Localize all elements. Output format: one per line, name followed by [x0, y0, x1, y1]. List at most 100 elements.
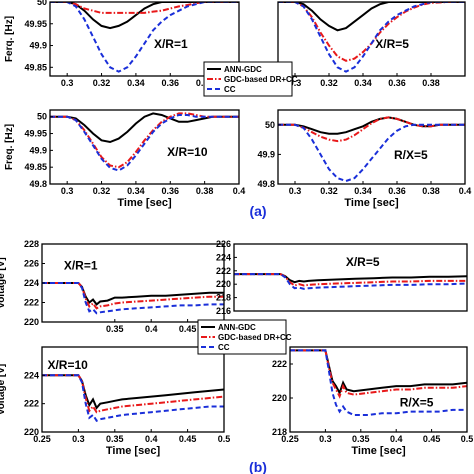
panel-annotation: X/R=1	[64, 259, 98, 273]
y-tick-label: 218	[216, 293, 231, 303]
y-tick-label: 49.9	[257, 149, 275, 159]
x-tick-label: 0.3	[61, 186, 74, 196]
plot-frame	[289, 346, 468, 433]
y-axis-label: Voltage [V]	[0, 364, 7, 415]
chart-panel-b2: 216 218 220 222 224 226 X/R=5	[216, 239, 468, 316]
chart-panel-b4: 0.25 0.3 0.35 0.4 0.45 0.5 218 220 222 Time [sec]…	[272, 346, 474, 457]
series-line-ann-gdc	[234, 273, 467, 284]
x-tick-label: 0.35	[106, 324, 124, 334]
legend-label: GDC-based DR+CC	[224, 75, 298, 84]
chart-panel-a3: 0.3 0.32 0.34 0.36 0.38 0.4 49.8 49.85 49.9 49.95…	[4, 109, 246, 209]
y-tick-label: 49.95	[24, 129, 47, 139]
y-tick-label: 49.8	[29, 179, 47, 189]
y-tick-label: 49.95	[24, 19, 47, 29]
x-tick-label: 0.4	[233, 186, 246, 196]
y-axis-label: Ferq. [Hz]	[4, 16, 15, 62]
x-tick-label: 0.4	[459, 186, 472, 196]
plot-frame	[41, 346, 225, 433]
y-tick-label: 228	[24, 239, 39, 249]
y-tick-label: 49.9	[29, 145, 47, 155]
plot-frame	[49, 109, 240, 185]
y-tick-label: 49.85	[24, 162, 47, 172]
x-axis-label: Time [sec]	[344, 197, 399, 209]
series-line-ann-gdc	[50, 112, 239, 144]
legend-label: CC	[224, 85, 236, 94]
x-axis-label: Time [sec]	[351, 445, 406, 457]
series-line-cc	[42, 374, 224, 422]
series-line-ann-gdc	[290, 349, 467, 396]
panel-annotation: X/R=5	[346, 255, 380, 269]
chart-panel-b3: 0.25 0.3 0.35 0.4 0.45 0.5 220 222 224 Voltage [V…	[0, 346, 231, 457]
series-line-cc	[234, 273, 467, 290]
x-tick-label: 0.36	[388, 78, 406, 88]
x-tick-label: 0.38	[196, 186, 214, 196]
y-tick-label: 49.9	[29, 41, 47, 51]
y-tick-label: 216	[216, 306, 231, 316]
series-line-gdc-based-dr-cc	[290, 349, 467, 399]
x-tick-label: 0.32	[320, 78, 338, 88]
x-tick-label: 0.34	[127, 186, 145, 196]
x-tick-label: 0.45	[179, 434, 197, 444]
x-tick-label: 0.32	[93, 78, 111, 88]
x-axis-label: Time [sec]	[117, 197, 172, 209]
x-tick-label: 0.3	[319, 434, 332, 444]
y-tick-label: 226	[24, 259, 39, 269]
panel-annotation: X/R=5	[375, 37, 409, 51]
y-tick-label: 222	[24, 298, 39, 308]
x-tick-label: 0.4	[145, 434, 158, 444]
series-line-gdc-based-dr-cc	[278, 2, 465, 62]
x-tick-label: 0.25	[281, 434, 299, 444]
y-tick-label: 49.8	[257, 179, 275, 189]
x-axis-label: Time [sec]	[106, 445, 161, 457]
plot-frame	[49, 1, 240, 77]
chart-panel-a4: 0.3 0.32 0.34 0.36 0.38 0.4 49.8 49.9 50 Time [se…	[257, 109, 472, 209]
x-tick-label: 0.38	[422, 186, 440, 196]
plot-frame	[277, 1, 466, 77]
x-tick-label: 0.34	[354, 186, 372, 196]
series-line-ann-gdc	[278, 116, 465, 135]
series-line-ann-gdc	[42, 282, 224, 306]
chart-panel-b1: 0.35 0.4 0.45 220 222 224 226 228 Voltage [V] X/R…	[0, 239, 225, 334]
series-line-cc	[42, 282, 224, 315]
series-line-cc	[290, 349, 467, 416]
series-line-ann-gdc	[278, 2, 465, 32]
series-line-gdc-based-dr-cc	[234, 273, 467, 287]
series-line-gdc-based-dr-cc	[42, 374, 224, 414]
x-tick-label: 0.3	[61, 78, 74, 88]
x-tick-label: 0.5	[218, 434, 231, 444]
x-tick-label: 0.34	[127, 78, 145, 88]
y-tick-label: 222	[272, 359, 287, 369]
x-tick-label: 0.4	[390, 434, 403, 444]
panel-annotation: X/R=1	[154, 37, 188, 51]
y-tick-label: 50	[37, 0, 47, 7]
y-tick-label: 226	[216, 239, 231, 249]
y-axis-label: Voltage [V]	[0, 257, 7, 308]
y-tick-label: 220	[216, 279, 231, 289]
y-tick-label: 222	[216, 266, 231, 276]
y-tick-label: 222	[24, 399, 39, 409]
panel-annotation: R/X=5	[394, 148, 428, 162]
y-tick-label: 220	[24, 317, 39, 327]
legend-label: ANN-GDC	[218, 323, 256, 332]
chart-panel-a2: 0.3 0.32 0.34 0.36 0.38 X/R=5	[277, 1, 466, 88]
x-tick-label: 0.35	[106, 434, 124, 444]
x-tick-label: 0.36	[162, 186, 180, 196]
y-tick-label: 49.85	[24, 62, 47, 72]
y-tick-label: 218	[272, 427, 287, 437]
series-line-cc	[278, 123, 465, 183]
y-tick-label: 220	[272, 393, 287, 403]
y-tick-label: 224	[216, 252, 231, 262]
panel-annotation: X/R=10	[167, 145, 208, 159]
x-tick-label: 0.5	[461, 434, 474, 444]
legend-label: GDC-based DR+CC	[218, 333, 292, 342]
x-tick-label: 0.3	[289, 78, 302, 88]
x-tick-label: 0.36	[162, 78, 180, 88]
figure-label-a: (a)	[249, 203, 266, 219]
plot-frame	[233, 243, 468, 312]
legend-label: ANN-GDC	[224, 65, 262, 74]
x-tick-label: 0.3	[72, 434, 85, 444]
x-tick-label: 0.32	[320, 186, 338, 196]
x-tick-label: 0.36	[388, 186, 406, 196]
y-tick-label: 220	[24, 427, 39, 437]
